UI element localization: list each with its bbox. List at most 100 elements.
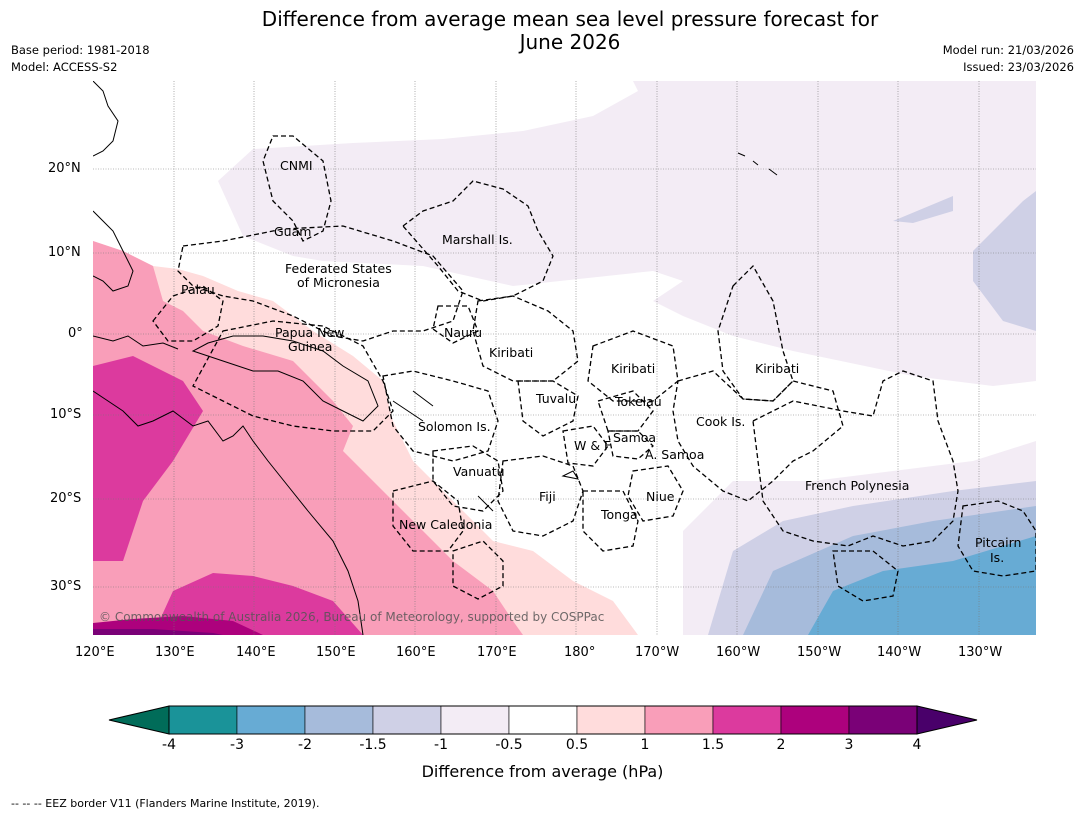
label-fiji: Fiji [539,489,556,504]
lon-label: 140°E [236,645,276,660]
title-line-1: Difference from average mean sea level p… [261,7,879,31]
label-png-1: Papua New [275,325,344,340]
colorbar-segment [168,705,238,735]
coast-new-caledonia [477,495,494,512]
label-tuvalu: Tuvalu [535,391,576,406]
eez-tuvalu [517,380,579,437]
coast-philippines [93,210,134,292]
lon-label: 160°W [716,645,761,660]
colorbar-tick-label: -1.5 [359,737,387,753]
colorbar-tick-label: -0.5 [495,737,523,753]
eez-fiji [497,455,584,537]
eez-solomon [382,370,499,462]
band-pos-1 [93,241,523,635]
chart-title: Difference from average mean sea level p… [0,8,1085,54]
lon-label: 130°E [155,645,195,660]
coast-solomon [392,390,434,422]
lat-label: 0° [68,326,83,341]
coast-hawaii [737,152,778,176]
label-marshall: Marshall Is. [442,232,513,247]
eez-tokelau [597,390,654,432]
lon-label: 130°W [958,645,1003,660]
colorbar-segment [372,705,442,735]
band-neg-0-5-north [218,81,1036,386]
eez-borders [152,135,1036,602]
label-png-2: Guinea [288,339,332,354]
coast-asia [93,81,119,157]
eez-palau [152,285,224,342]
colorbar-tick-label: 4 [912,737,922,753]
colorbar-tick-label: -2 [298,737,312,753]
lat-label: 30°S [50,579,82,594]
lat-label: 20°N [48,161,81,176]
eez-kiribati-east [717,264,794,402]
eez-nz-north [452,540,504,600]
eez-niue [627,465,684,522]
label-new-caledonia: New Caledonia [399,517,492,532]
label-samoa: Samoa [613,430,656,445]
model-run: Model run: 21/03/2026 [942,43,1074,57]
label-kiribati-central: Kiribati [611,361,655,376]
label-am-samoa: A. Samoa [645,447,704,462]
eez-samoa [607,430,654,460]
issued-date: Issued: 23/03/2026 [963,60,1074,74]
eez-austral [832,550,899,602]
eez-footnote: -- -- -- EEZ border V11 (Flanders Marine… [11,797,320,810]
colorbar-tick-label: 3 [844,737,854,753]
coast-fiji [561,470,580,480]
pressure-anomaly-map: CNMI Guam Marshall Is. Federated States … [93,81,1036,635]
colorbar [108,705,978,735]
model-name: Model: ACCESS-S2 [11,60,118,74]
colorbar-tick-label: -1 [434,737,448,753]
colorbar-tick-label: 2 [776,737,786,753]
colorbar-title: Difference from average (hPa) [421,762,664,781]
base-period: Base period: 1981-2018 [11,43,150,57]
colorbar-low-extend [108,705,170,735]
coastlines [93,81,778,635]
lat-label: 20°S [50,491,82,506]
eez-vanuatu [432,445,504,512]
graticule [93,81,1036,635]
label-pitcairn-2: Is. [990,550,1004,565]
title-line-2: June 2026 [519,30,621,54]
label-pitcairn-1: Pitcairn [975,535,1021,550]
coast-australia [93,390,364,635]
region-labels: CNMI Guam Marshall Is. Federated States … [181,158,1021,565]
label-kiribati-east: Kiribati [755,361,799,376]
colorbar-segment [644,705,714,735]
eez-kiribati-west [472,295,579,382]
label-wf: W & F [574,438,611,453]
label-fsm-2: of Micronesia [297,275,380,290]
colorbar-segment [712,705,782,735]
label-palau: Palau [181,282,215,297]
eez-new-caledonia [392,480,464,552]
eez-wf [562,425,609,467]
colorbar-tick-label: -4 [162,737,176,753]
band-pos-1-5 [93,356,363,635]
eez-pitcairn [957,500,1036,577]
colorbar-tick-label: 1.5 [701,737,725,753]
colorbar-tick-label: -3 [230,737,244,753]
colorbar-segment [576,705,646,735]
eez-cook [672,370,844,502]
copyright-text: © Commonwealth of Australia 2026, Bureau… [99,610,604,624]
colorbar-segment [780,705,850,735]
eez-fsm [177,225,464,342]
label-guam: Guam [274,224,311,239]
lon-label: 180° [564,645,596,660]
coast-indonesia [93,335,179,350]
lon-label: 170°W [635,645,680,660]
label-french-polynesia: French Polynesia [805,478,909,493]
label-solomon: Solomon Is. [418,419,491,434]
colorbar-tick-label: 1 [640,737,650,753]
lon-label: 170°E [477,645,517,660]
colorbar-segment [848,705,918,735]
label-cnmi: CNMI [280,158,313,173]
lon-label: 120°E [75,645,115,660]
lat-label: 10°S [50,407,82,422]
lon-label: 150°W [797,645,842,660]
colorbar-segment [304,705,374,735]
lon-label: 140°W [877,645,922,660]
colorbar-high-extend [916,705,978,735]
eez-cnmi [262,135,332,242]
